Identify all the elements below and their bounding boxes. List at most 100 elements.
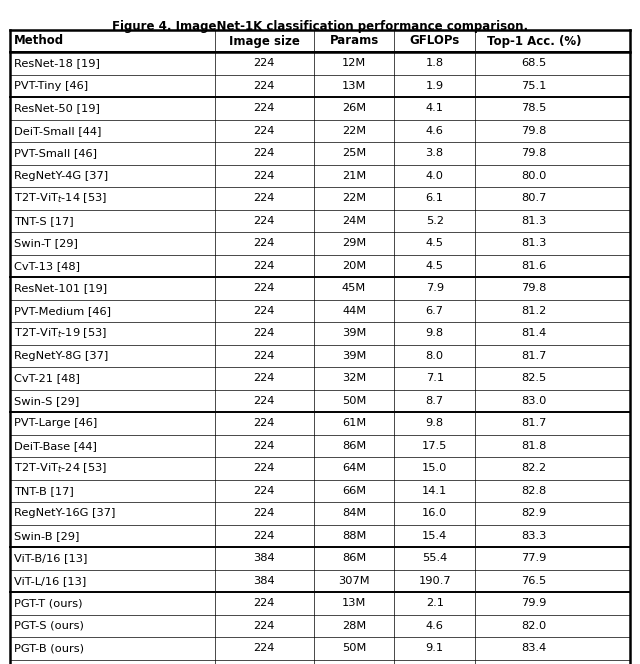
- Text: 16.0: 16.0: [422, 508, 447, 518]
- Text: T2T-ViT$_t$-24 [53]: T2T-ViT$_t$-24 [53]: [14, 461, 108, 475]
- Text: 28M: 28M: [342, 621, 366, 631]
- Text: Figure 4. ImageNet-1K classification performance comparison.: Figure 4. ImageNet-1K classification per…: [112, 20, 528, 33]
- Text: 32M: 32M: [342, 373, 366, 383]
- Text: ViT-B/16 [13]: ViT-B/16 [13]: [14, 553, 88, 563]
- Text: 224: 224: [253, 216, 275, 226]
- Text: Swin-B [29]: Swin-B [29]: [14, 531, 79, 540]
- Text: 9.8: 9.8: [426, 418, 444, 428]
- Text: 45M: 45M: [342, 284, 366, 293]
- Text: 13M: 13M: [342, 81, 366, 91]
- Text: 7.1: 7.1: [426, 373, 444, 383]
- Text: 82.8: 82.8: [521, 486, 547, 496]
- Text: 1.8: 1.8: [426, 58, 444, 68]
- Text: 39M: 39M: [342, 351, 366, 361]
- Text: Top-1 Acc. (%): Top-1 Acc. (%): [486, 35, 581, 48]
- Text: 79.8: 79.8: [521, 284, 547, 293]
- Text: 224: 224: [253, 396, 275, 406]
- Text: 39M: 39M: [342, 328, 366, 338]
- Text: Image size: Image size: [228, 35, 300, 48]
- Text: 224: 224: [253, 463, 275, 473]
- Text: ViT-L/16 [13]: ViT-L/16 [13]: [14, 576, 86, 586]
- Text: 14.1: 14.1: [422, 486, 447, 496]
- Text: 8.0: 8.0: [426, 351, 444, 361]
- Text: CvT-21 [48]: CvT-21 [48]: [14, 373, 80, 383]
- Text: 2.1: 2.1: [426, 598, 444, 608]
- Text: 4.1: 4.1: [426, 103, 444, 114]
- Text: T2T-ViT$_t$-14 [53]: T2T-ViT$_t$-14 [53]: [14, 191, 108, 205]
- Text: 15.0: 15.0: [422, 463, 447, 473]
- Text: 4.6: 4.6: [426, 125, 444, 135]
- Text: 224: 224: [253, 148, 275, 158]
- Text: Method: Method: [14, 35, 64, 48]
- Text: 224: 224: [253, 103, 275, 114]
- Text: 1.9: 1.9: [426, 81, 444, 91]
- Text: 81.8: 81.8: [521, 441, 547, 451]
- Text: T2T-ViT$_t$-19 [53]: T2T-ViT$_t$-19 [53]: [14, 326, 108, 340]
- Text: RegNetY-8G [37]: RegNetY-8G [37]: [14, 351, 108, 361]
- Text: 224: 224: [253, 328, 275, 338]
- Text: 79.9: 79.9: [521, 598, 547, 608]
- Text: 75.1: 75.1: [521, 81, 547, 91]
- Text: 81.6: 81.6: [521, 261, 547, 271]
- Text: 76.5: 76.5: [521, 576, 547, 586]
- Text: 81.7: 81.7: [521, 351, 547, 361]
- Text: 307M: 307M: [339, 576, 370, 586]
- Text: ResNet-18 [19]: ResNet-18 [19]: [14, 58, 100, 68]
- Text: Swin-S [29]: Swin-S [29]: [14, 396, 79, 406]
- Text: 84M: 84M: [342, 508, 366, 518]
- Text: 13M: 13M: [342, 598, 366, 608]
- Text: TNT-B [17]: TNT-B [17]: [14, 486, 74, 496]
- Text: 82.9: 82.9: [521, 508, 547, 518]
- Text: 22M: 22M: [342, 193, 366, 203]
- Text: 55.4: 55.4: [422, 553, 447, 563]
- Text: PVT-Large [46]: PVT-Large [46]: [14, 418, 97, 428]
- Text: 21M: 21M: [342, 171, 366, 181]
- Text: PGT-B (ours): PGT-B (ours): [14, 643, 84, 653]
- Text: 79.8: 79.8: [521, 148, 547, 158]
- Text: ResNet-50 [19]: ResNet-50 [19]: [14, 103, 100, 114]
- Text: 224: 224: [253, 508, 275, 518]
- Text: GFLOPs: GFLOPs: [410, 35, 460, 48]
- Text: 81.3: 81.3: [521, 216, 547, 226]
- Text: 8.7: 8.7: [426, 396, 444, 406]
- Text: 9.8: 9.8: [426, 328, 444, 338]
- Text: 9.1: 9.1: [426, 643, 444, 653]
- Text: 224: 224: [253, 418, 275, 428]
- Text: 82.2: 82.2: [522, 463, 547, 473]
- Text: 224: 224: [253, 193, 275, 203]
- Text: 61M: 61M: [342, 418, 366, 428]
- Text: 224: 224: [253, 621, 275, 631]
- Text: 5.2: 5.2: [426, 216, 444, 226]
- Text: 83.3: 83.3: [521, 531, 547, 540]
- Text: 224: 224: [253, 531, 275, 540]
- Text: Params: Params: [330, 35, 379, 48]
- Text: 81.4: 81.4: [521, 328, 547, 338]
- Text: 15.4: 15.4: [422, 531, 447, 540]
- Text: PGT-S (ours): PGT-S (ours): [14, 621, 84, 631]
- Text: 82.0: 82.0: [521, 621, 547, 631]
- Text: 7.9: 7.9: [426, 284, 444, 293]
- Text: 81.3: 81.3: [521, 238, 547, 248]
- Text: 79.8: 79.8: [521, 125, 547, 135]
- Text: 17.5: 17.5: [422, 441, 447, 451]
- Text: 50M: 50M: [342, 396, 366, 406]
- Text: 384: 384: [253, 553, 275, 563]
- Text: 77.9: 77.9: [521, 553, 547, 563]
- Text: 224: 224: [253, 486, 275, 496]
- Text: 78.5: 78.5: [521, 103, 547, 114]
- Text: RegNetY-4G [37]: RegNetY-4G [37]: [14, 171, 108, 181]
- Text: 86M: 86M: [342, 441, 366, 451]
- Text: 81.2: 81.2: [521, 305, 547, 316]
- Text: RegNetY-16G [37]: RegNetY-16G [37]: [14, 508, 115, 518]
- Text: 3.8: 3.8: [426, 148, 444, 158]
- Text: 44M: 44M: [342, 305, 366, 316]
- Text: Swin-T [29]: Swin-T [29]: [14, 238, 78, 248]
- Text: 224: 224: [253, 305, 275, 316]
- Text: TNT-S [17]: TNT-S [17]: [14, 216, 74, 226]
- Text: 50M: 50M: [342, 643, 366, 653]
- Text: 224: 224: [253, 598, 275, 608]
- Text: 6.7: 6.7: [426, 305, 444, 316]
- Text: 25M: 25M: [342, 148, 366, 158]
- Text: 4.0: 4.0: [426, 171, 444, 181]
- Text: 224: 224: [253, 261, 275, 271]
